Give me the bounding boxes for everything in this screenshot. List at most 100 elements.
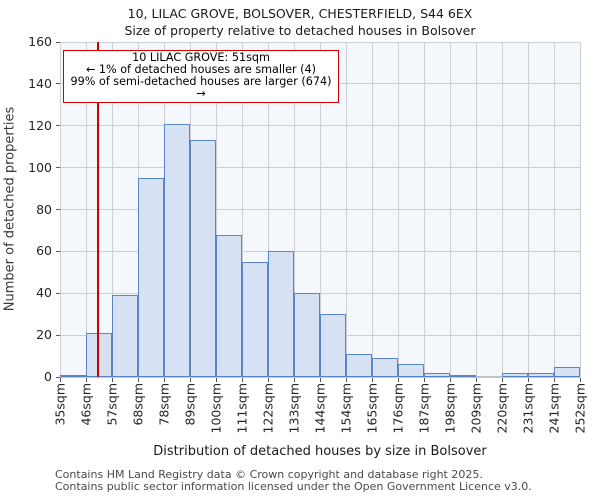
- property-marker-line: [96, 42, 99, 377]
- histogram-bar: [450, 374, 476, 377]
- gridline-vertical: [59, 42, 61, 377]
- x-tick-label: 144sqm: [312, 383, 328, 434]
- histogram-bar: [294, 293, 320, 377]
- gridline-vertical: [85, 42, 87, 377]
- y-tick-label: 100: [28, 159, 52, 175]
- x-tick-label: 231sqm: [520, 383, 536, 434]
- x-tick-label: 176sqm: [390, 383, 406, 434]
- x-axis-tick: [241, 378, 243, 382]
- x-tick-label: 198sqm: [442, 383, 458, 434]
- y-axis-tick: [56, 167, 60, 169]
- x-tick-label: 122sqm: [260, 383, 276, 434]
- x-axis-tick: [319, 378, 321, 382]
- histogram-bar: [554, 366, 580, 377]
- gridline-vertical: [345, 42, 347, 377]
- x-axis-tick: [111, 378, 113, 382]
- chart-title: 10, LILAC GROVE, BOLSOVER, CHESTERFIELD,…: [127, 6, 473, 21]
- gridline-vertical: [371, 42, 373, 377]
- x-tick-label: 100sqm: [208, 383, 224, 434]
- x-axis-tick: [345, 378, 347, 382]
- histogram-bar: [164, 123, 190, 377]
- x-axis-tick: [215, 378, 217, 382]
- y-tick-label: 0: [44, 369, 52, 384]
- histogram-bar: [372, 358, 398, 377]
- gridline-vertical: [449, 42, 451, 377]
- y-tick-label: 160: [28, 34, 52, 49]
- y-axis-tick: [56, 292, 60, 294]
- histogram-bar: [502, 372, 528, 377]
- footer-line-1: Contains HM Land Registry data © Crown c…: [55, 468, 483, 481]
- histogram-bar: [112, 295, 138, 377]
- y-axis-tick: [56, 125, 60, 127]
- x-axis-tick: [267, 378, 269, 382]
- gridline-vertical: [319, 42, 321, 377]
- annotation-line-3: 99% of semi-detached houses are larger (…: [70, 74, 332, 100]
- y-tick-label: 80: [36, 201, 52, 217]
- x-axis-tick: [397, 378, 399, 382]
- x-tick-label: 209sqm: [468, 383, 484, 434]
- y-axis-tick: [56, 250, 60, 252]
- x-axis-tick: [475, 378, 477, 382]
- gridline-vertical: [241, 42, 243, 377]
- gridline-vertical: [397, 42, 399, 377]
- gridline-vertical: [267, 42, 269, 377]
- histogram-bar: [268, 251, 294, 377]
- x-axis-tick: [449, 378, 451, 382]
- footer: Contains HM Land Registry data © Crown c…: [55, 469, 532, 492]
- gridline-vertical: [527, 42, 529, 377]
- gridline-vertical: [579, 42, 581, 377]
- x-tick-label: 46sqm: [78, 383, 94, 426]
- histogram-bar: [216, 234, 242, 377]
- gridline-vertical: [423, 42, 425, 377]
- y-axis-tick: [56, 376, 60, 378]
- x-axis-tick: [423, 378, 425, 382]
- histogram-bar: [398, 364, 424, 377]
- x-axis-tick: [501, 378, 503, 382]
- y-axis-tick: [56, 41, 60, 43]
- x-tick-label: 111sqm: [234, 383, 250, 434]
- footer-line-2: Contains public sector information licen…: [55, 479, 532, 493]
- y-tick-label: 60: [36, 243, 52, 259]
- y-axis-tick: [56, 209, 60, 210]
- x-axis-tick: [293, 378, 295, 382]
- y-tick-label: 120: [28, 117, 52, 133]
- y-tick-label: 20: [36, 327, 52, 343]
- x-tick-label: 220sqm: [494, 383, 510, 434]
- x-axis-title: Distribution of detached houses by size …: [153, 444, 487, 459]
- gridline-vertical: [293, 42, 295, 377]
- gridline-vertical: [501, 42, 503, 377]
- histogram-bar: [138, 178, 164, 377]
- y-tick-label: 140: [28, 75, 52, 91]
- x-axis-tick: [163, 378, 165, 382]
- x-axis-tick: [85, 378, 87, 382]
- x-tick-label: 241sqm: [546, 383, 562, 434]
- histogram-bar: [190, 140, 216, 377]
- x-tick-label: 133sqm: [286, 383, 302, 434]
- x-tick-label: 89sqm: [182, 383, 198, 426]
- histogram-bar: [86, 333, 112, 377]
- annotation-line-2: ← 1% of detached houses are smaller (4): [85, 62, 317, 76]
- x-axis-tick: [137, 378, 139, 382]
- histogram-bar: [346, 353, 372, 377]
- x-axis-tick: [371, 378, 373, 382]
- x-tick-label: 252sqm: [572, 383, 588, 434]
- y-axis-title: Number of detached properties: [2, 106, 18, 312]
- gridline-vertical: [111, 42, 113, 377]
- x-tick-label: 154sqm: [338, 383, 354, 434]
- histogram-bar: [242, 261, 268, 377]
- x-axis-tick: [553, 378, 555, 382]
- x-tick-label: 57sqm: [104, 383, 120, 426]
- x-tick-label: 165sqm: [364, 383, 380, 434]
- x-axis-tick: [527, 378, 529, 382]
- x-tick-label: 78sqm: [156, 383, 172, 426]
- annotation-line-1: 10 LILAC GROVE: 51sqm: [132, 51, 270, 64]
- annotation-box: 10 LILAC GROVE: 51sqm ← 1% of detached h…: [63, 50, 339, 103]
- gridline-vertical: [475, 42, 477, 377]
- y-tick-label: 40: [36, 285, 52, 301]
- y-axis-tick: [56, 334, 60, 336]
- y-axis-tick: [56, 83, 60, 85]
- histogram-bar: [528, 372, 554, 377]
- histogram-bar: [60, 374, 86, 377]
- x-axis-tick: [579, 378, 581, 382]
